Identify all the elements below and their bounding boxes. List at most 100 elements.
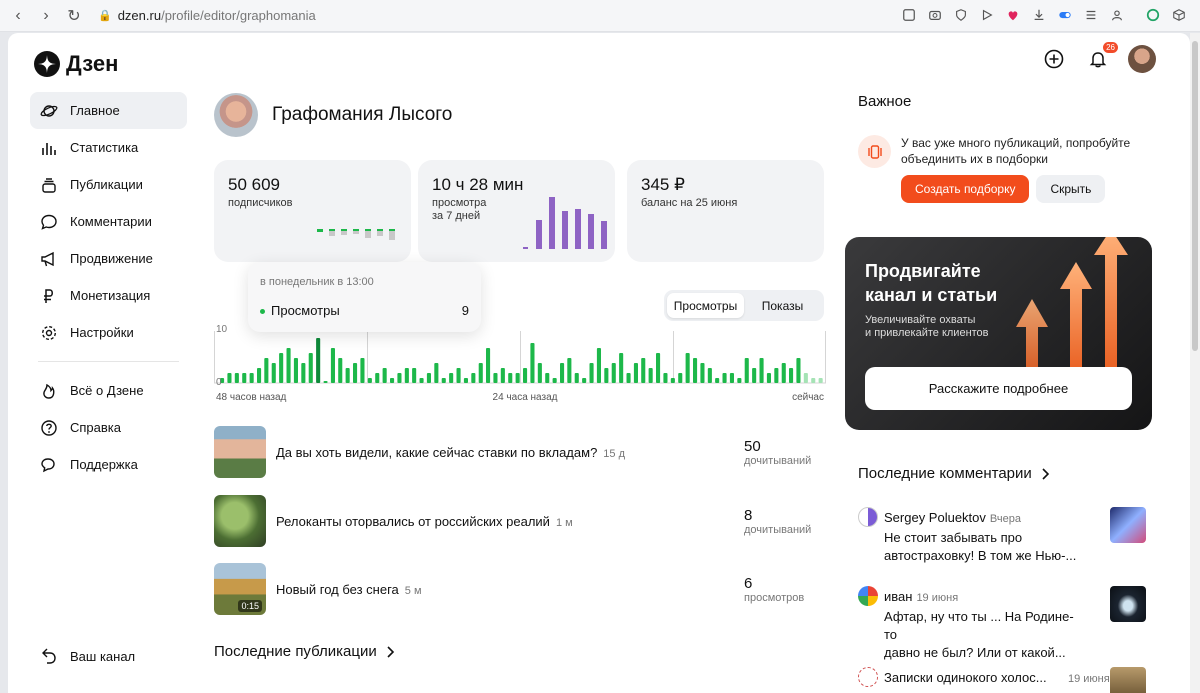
filters-icon[interactable]: [1080, 4, 1102, 26]
chart-bar[interactable]: [685, 353, 690, 383]
chart-bar[interactable]: [656, 353, 661, 383]
chart-bar[interactable]: [463, 378, 468, 383]
chart-bar[interactable]: [249, 373, 254, 383]
chart-bar[interactable]: [530, 343, 535, 383]
tab-shows[interactable]: Показы: [761, 298, 804, 313]
promo-banner[interactable]: Продвигайте канал и статьи Увеличивайте о…: [845, 237, 1152, 430]
chart-bar[interactable]: [227, 373, 232, 383]
chart-bar[interactable]: [744, 358, 749, 383]
chart-bar[interactable]: [574, 373, 579, 383]
toggle-extension-icon[interactable]: [1054, 4, 1076, 26]
list-item[interactable]: Да вы хоть видели, какие сейчас ставки п…: [214, 426, 824, 478]
chart-bar[interactable]: [271, 363, 276, 383]
chart-bar[interactable]: [323, 381, 328, 383]
chart-bar[interactable]: [257, 368, 262, 383]
edit-icon[interactable]: [898, 4, 920, 26]
sidebar-item-comments[interactable]: Комментарии: [30, 203, 187, 240]
hide-button[interactable]: Скрыть: [1036, 175, 1106, 203]
latest-publications-link[interactable]: Последние публикации: [214, 643, 395, 660]
chart-bar[interactable]: [353, 363, 358, 383]
chart-bar[interactable]: [648, 368, 653, 383]
chart-bar[interactable]: [582, 378, 587, 383]
chart-bar[interactable]: [330, 348, 335, 383]
chart-bar[interactable]: [619, 353, 624, 383]
address-bar[interactable]: 🔒 dzen.ru/profile/editor/graphomania: [98, 8, 316, 23]
chart-bar[interactable]: [596, 348, 601, 383]
chart-bar[interactable]: [700, 363, 705, 383]
chart-bar[interactable]: [759, 358, 764, 383]
chart-bar[interactable]: [338, 358, 343, 383]
user-avatar[interactable]: [1128, 45, 1156, 73]
chart-bar[interactable]: [811, 378, 816, 383]
learn-more-button[interactable]: Расскажите подробнее: [865, 367, 1132, 410]
chart-bar[interactable]: [567, 358, 572, 383]
download-icon[interactable]: [1028, 4, 1050, 26]
chart-bar[interactable]: [678, 373, 683, 383]
profile-icon[interactable]: [1106, 4, 1128, 26]
chart-bar[interactable]: [493, 373, 498, 383]
chart-bar[interactable]: [426, 373, 431, 383]
chart-bar[interactable]: [737, 378, 742, 383]
chart-bar[interactable]: [796, 358, 801, 383]
chart-bar[interactable]: [390, 378, 395, 383]
chart-bar[interactable]: [367, 378, 372, 383]
chart-bar[interactable]: [375, 373, 380, 383]
sidebar-item-monetization[interactable]: Монетизация: [30, 277, 187, 314]
chart-bar[interactable]: [471, 373, 476, 383]
watch-time-card[interactable]: 10 ч 28 мин просмотра за 7 дней: [418, 160, 615, 262]
sidebar-item-publications[interactable]: Публикации: [30, 166, 187, 203]
chart-bar[interactable]: [552, 378, 557, 383]
chart-bar[interactable]: [441, 378, 446, 383]
chart-bar[interactable]: [789, 368, 794, 383]
green-extension-icon[interactable]: [1142, 4, 1164, 26]
chart-bar[interactable]: [633, 363, 638, 383]
chart-bar[interactable]: [220, 378, 225, 383]
chart-bar[interactable]: [382, 368, 387, 383]
sidebar-item-about[interactable]: Всё о Дзене: [30, 372, 187, 409]
chart-bar[interactable]: [404, 368, 409, 383]
chart-bar[interactable]: [419, 378, 424, 383]
list-item[interactable]: Релоканты оторвались от российских реали…: [214, 495, 824, 547]
forward-icon[interactable]: ›: [43, 6, 49, 24]
chart-bar[interactable]: [412, 368, 417, 383]
chart-bar[interactable]: [279, 353, 284, 383]
reload-icon[interactable]: ↻: [67, 7, 81, 25]
chart-bar[interactable]: [626, 373, 631, 383]
chart-bar[interactable]: [670, 378, 675, 383]
heart-icon[interactable]: [1002, 4, 1024, 26]
chart-bar[interactable]: [774, 368, 779, 383]
chart-bar[interactable]: [693, 358, 698, 383]
comment-item[interactable]: Sergey Poluektov Вчера Не стоит забывать …: [858, 505, 1148, 565]
chart-bar[interactable]: [641, 358, 646, 383]
add-publication-button[interactable]: [1040, 45, 1068, 73]
chart-bar[interactable]: [663, 373, 668, 383]
sidebar-item-settings[interactable]: Настройки: [30, 314, 187, 351]
play-icon[interactable]: [976, 4, 998, 26]
channel-avatar[interactable]: [214, 93, 258, 137]
balance-card[interactable]: 345 ₽ баланс на 25 июня: [627, 160, 824, 262]
chart-bar[interactable]: [722, 373, 727, 383]
sidebar-item-promotion[interactable]: Продвижение: [30, 240, 187, 277]
chart-bar[interactable]: [345, 368, 350, 383]
chart-bar[interactable]: [449, 373, 454, 383]
chart-bar[interactable]: [500, 368, 505, 383]
page-scrollbar[interactable]: [1190, 33, 1200, 693]
chart-bar[interactable]: [729, 373, 734, 383]
chart-bar[interactable]: [242, 373, 247, 383]
chart-bar[interactable]: [611, 363, 616, 383]
your-channel-link[interactable]: Ваш канал: [40, 647, 135, 665]
create-collection-button[interactable]: Создать подборку: [901, 175, 1030, 203]
chart-bar[interactable]: [715, 378, 720, 383]
chart-bar[interactable]: [604, 368, 609, 383]
chart-bar[interactable]: [523, 368, 528, 383]
chart-bar[interactable]: [293, 358, 298, 383]
chart-bar[interactable]: [781, 363, 786, 383]
chart-bar[interactable]: [818, 378, 823, 383]
chart-bar[interactable]: [766, 373, 771, 383]
chart-bar[interactable]: [316, 338, 321, 383]
chart-bar[interactable]: [545, 373, 550, 383]
chart-bar[interactable]: [707, 368, 712, 383]
chart-bar[interactable]: [434, 363, 439, 383]
chart-bar[interactable]: [308, 353, 313, 383]
chart-bar[interactable]: [486, 348, 491, 383]
